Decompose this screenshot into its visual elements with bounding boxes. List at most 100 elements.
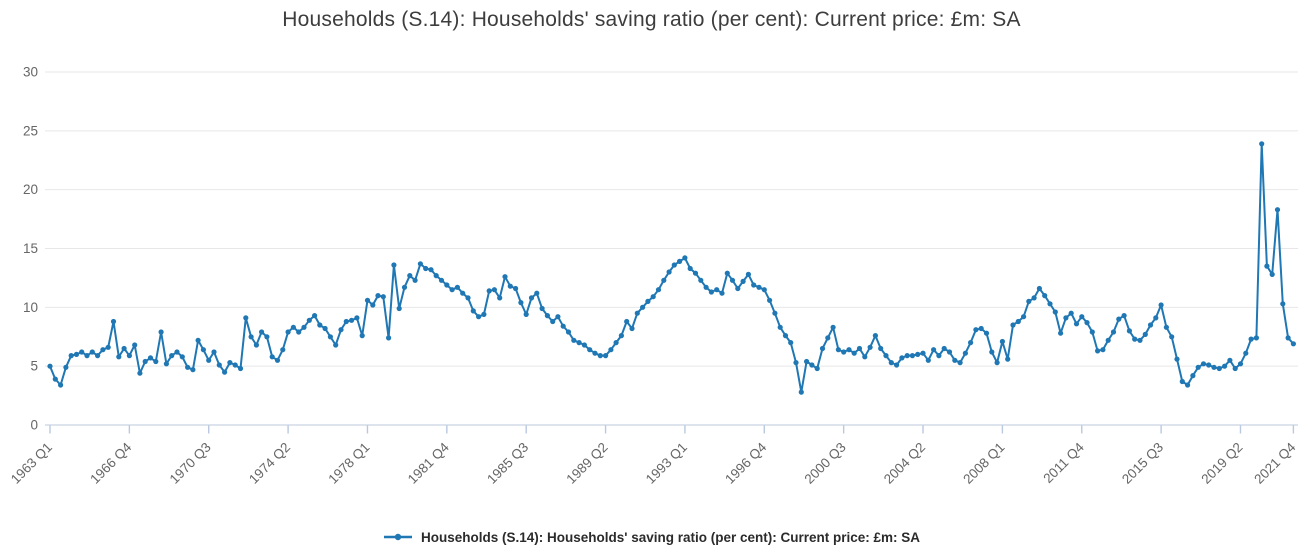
data-point[interactable]	[565, 329, 572, 335]
data-point[interactable]	[729, 277, 736, 283]
data-point[interactable]	[851, 350, 857, 356]
data-point[interactable]	[1010, 322, 1016, 328]
data-point[interactable]	[761, 287, 767, 293]
data-point[interactable]	[195, 337, 201, 343]
data-point[interactable]	[269, 354, 275, 360]
data-point[interactable]	[1269, 271, 1275, 277]
data-point[interactable]	[502, 274, 508, 280]
data-point[interactable]	[915, 351, 921, 357]
data-point[interactable]	[1274, 207, 1281, 213]
data-point[interactable]	[878, 345, 884, 352]
data-point[interactable]	[312, 313, 318, 319]
data-point[interactable]	[830, 324, 836, 330]
data-point[interactable]	[47, 363, 53, 369]
data-point[interactable]	[920, 350, 926, 356]
data-point[interactable]	[338, 327, 344, 333]
data-point[interactable]	[603, 353, 609, 359]
data-point[interactable]	[1259, 141, 1265, 147]
data-point[interactable]	[73, 351, 80, 357]
data-point[interactable]	[444, 282, 450, 288]
data-point[interactable]	[153, 358, 159, 365]
data-point[interactable]	[1206, 362, 1212, 368]
data-point[interactable]	[248, 334, 254, 340]
data-point[interactable]	[243, 315, 249, 321]
data-point[interactable]	[682, 255, 688, 261]
data-point[interactable]	[121, 345, 127, 352]
data-point[interactable]	[264, 334, 270, 340]
data-point[interactable]	[359, 333, 365, 339]
data-point[interactable]	[1036, 285, 1042, 292]
data-point[interactable]	[370, 302, 376, 308]
data-point[interactable]	[1137, 337, 1143, 343]
data-point[interactable]	[169, 353, 175, 359]
data-point[interactable]	[788, 340, 794, 346]
data-point[interactable]	[465, 295, 471, 301]
data-point[interactable]	[296, 329, 302, 335]
data-point[interactable]	[343, 318, 349, 325]
data-point[interactable]	[936, 353, 942, 359]
data-point[interactable]	[994, 360, 1000, 366]
data-point[interactable]	[386, 335, 392, 341]
data-point[interactable]	[856, 345, 863, 352]
data-point[interactable]	[1015, 318, 1021, 325]
data-point[interactable]	[1169, 334, 1175, 340]
data-point[interactable]	[661, 277, 667, 283]
data-point[interactable]	[1052, 309, 1058, 315]
data-point[interactable]	[1179, 378, 1185, 385]
data-point[interactable]	[401, 284, 408, 290]
data-point[interactable]	[285, 329, 291, 335]
data-point[interactable]	[973, 327, 979, 333]
data-point[interactable]	[814, 365, 820, 372]
data-point[interactable]	[592, 350, 598, 356]
data-point[interactable]	[867, 344, 873, 350]
data-point[interactable]	[719, 290, 725, 296]
data-point[interactable]	[714, 287, 720, 293]
data-point[interactable]	[1158, 302, 1164, 308]
data-point[interactable]	[1121, 313, 1127, 319]
data-point[interactable]	[1285, 335, 1291, 341]
data-point[interactable]	[116, 354, 122, 360]
data-point[interactable]	[756, 284, 762, 290]
data-point[interactable]	[804, 358, 810, 365]
data-point[interactable]	[417, 261, 423, 267]
data-point[interactable]	[449, 287, 455, 293]
data-point[interactable]	[946, 349, 953, 355]
data-point[interactable]	[550, 318, 556, 325]
data-point[interactable]	[888, 360, 894, 366]
data-point[interactable]	[899, 355, 905, 361]
data-point[interactable]	[433, 273, 439, 279]
data-point[interactable]	[1026, 298, 1032, 304]
data-point[interactable]	[110, 318, 117, 325]
data-point[interactable]	[597, 353, 603, 359]
data-point[interactable]	[687, 265, 693, 272]
data-point[interactable]	[735, 285, 741, 292]
data-point[interactable]	[941, 345, 947, 352]
data-point[interactable]	[798, 389, 804, 395]
data-point[interactable]	[576, 340, 582, 346]
data-point[interactable]	[375, 293, 381, 299]
data-point[interactable]	[835, 347, 842, 353]
data-point[interactable]	[1100, 347, 1106, 353]
data-point[interactable]	[232, 362, 238, 368]
data-point[interactable]	[407, 273, 413, 279]
data-point[interactable]	[364, 297, 371, 303]
data-point[interactable]	[825, 335, 831, 341]
data-point[interactable]	[1132, 336, 1138, 342]
data-point[interactable]	[634, 310, 640, 316]
data-point[interactable]	[95, 353, 101, 359]
data-point[interactable]	[841, 349, 847, 355]
data-point[interactable]	[1243, 350, 1249, 356]
data-point[interactable]	[767, 297, 773, 303]
data-point[interactable]	[1216, 365, 1222, 372]
data-point[interactable]	[1068, 310, 1074, 316]
data-point[interactable]	[190, 367, 196, 373]
data-point[interactable]	[1185, 382, 1191, 388]
data-point[interactable]	[290, 324, 296, 330]
data-point[interactable]	[931, 347, 937, 353]
data-point[interactable]	[862, 354, 868, 360]
data-point[interactable]	[280, 347, 286, 353]
data-point[interactable]	[507, 283, 513, 289]
data-point[interactable]	[513, 285, 519, 292]
data-point[interactable]	[629, 325, 635, 332]
data-point[interactable]	[58, 382, 64, 388]
